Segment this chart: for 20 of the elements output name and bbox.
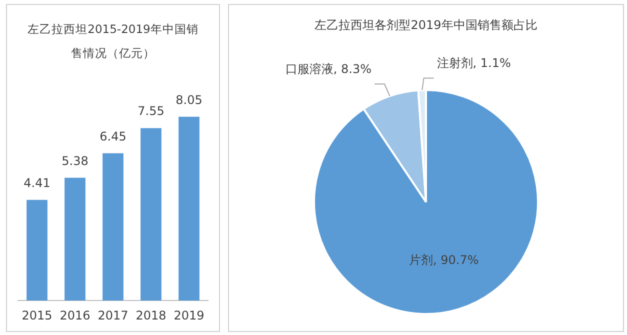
data-label: 4.41 xyxy=(24,176,50,190)
bar xyxy=(64,178,86,301)
slice-label: 注射剂, 1.1% xyxy=(436,56,511,70)
data-label: 5.38 xyxy=(62,154,88,168)
bar xyxy=(178,116,200,301)
bar xyxy=(26,200,48,301)
slice-label: 口服溶液, 8.3% xyxy=(285,62,372,76)
slice-label: 片剂, 90.7% xyxy=(409,253,479,268)
bar xyxy=(140,128,162,301)
x-tick-label: 2019 xyxy=(174,308,204,323)
data-label: 7.55 xyxy=(138,104,164,118)
chart-title: 左乙拉西坦各剂型2019年中国销售额占比 xyxy=(314,17,538,34)
x-tick-label: 2016 xyxy=(60,308,90,323)
chart-title: 左乙拉西坦2015-2019年中国销售情况（亿元） xyxy=(26,21,200,62)
data-label: 6.45 xyxy=(100,129,126,144)
x-tick-label: 2017 xyxy=(98,308,128,323)
x-tick-label: 2015 xyxy=(22,308,52,323)
x-tick-label: 2018 xyxy=(136,308,166,323)
bar xyxy=(102,153,124,301)
data-label: 8.05 xyxy=(176,92,202,107)
